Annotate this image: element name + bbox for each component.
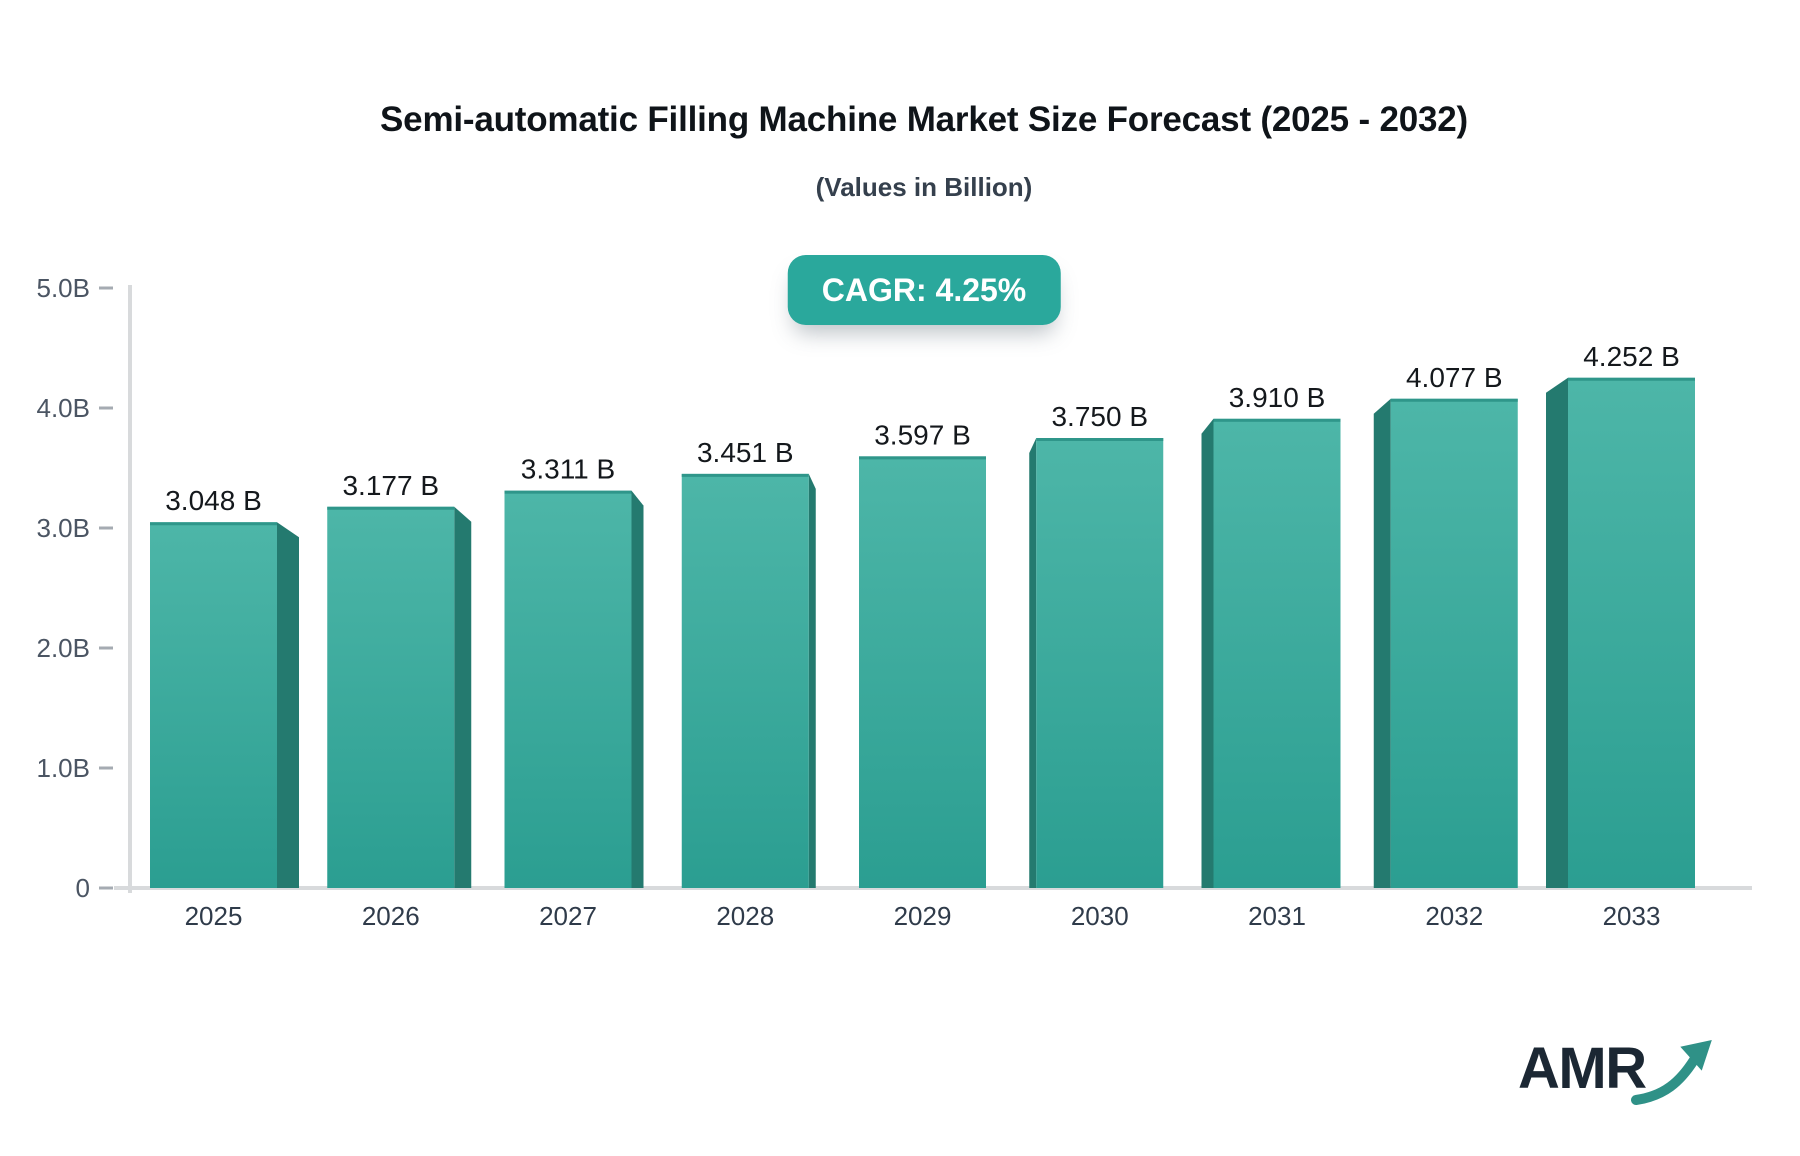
logo-arrow-swoosh-icon bbox=[1631, 1055, 1699, 1105]
chart-subtitle: (Values in Billion) bbox=[815, 172, 1033, 202]
bar-value-label: 4.077 B bbox=[1406, 362, 1503, 393]
bar-top-edge bbox=[1036, 438, 1164, 441]
y-tick-label: 4.0B bbox=[37, 393, 91, 423]
bar-top-edge bbox=[1213, 418, 1341, 422]
logo-arrow-head-icon bbox=[1680, 1039, 1712, 1071]
bar-side-3d bbox=[808, 473, 816, 888]
bar-top-edge bbox=[681, 473, 809, 477]
bar-top-edge bbox=[1390, 398, 1518, 402]
bar-value-label: 4.252 B bbox=[1583, 341, 1680, 372]
bar-side-3d bbox=[1029, 438, 1037, 888]
x-tick-label: 2029 bbox=[894, 901, 952, 931]
bar-2032 bbox=[1390, 398, 1518, 888]
bar-top-edge bbox=[327, 506, 455, 510]
x-tick-label: 2032 bbox=[1425, 901, 1483, 931]
bar-2027 bbox=[504, 490, 632, 888]
bar-2030 bbox=[1036, 438, 1164, 888]
bar-side-3d bbox=[1546, 377, 1568, 888]
y-tick-mark bbox=[99, 286, 113, 290]
y-tick-label: 5.0B bbox=[37, 273, 91, 303]
bar-value-label: 3.311 B bbox=[521, 454, 615, 485]
y-axis-line bbox=[128, 285, 132, 893]
x-tick-label: 2027 bbox=[539, 901, 597, 931]
bar-value-label: 3.451 B bbox=[697, 437, 794, 468]
x-tick-label: 2025 bbox=[185, 901, 243, 931]
y-tick-mark bbox=[99, 406, 113, 410]
bar-top-edge bbox=[150, 522, 277, 526]
bar-value-label: 3.597 B bbox=[874, 419, 971, 450]
bar-side-3d bbox=[454, 506, 472, 888]
y-tick-mark bbox=[99, 526, 113, 530]
x-tick-label: 2028 bbox=[716, 901, 774, 931]
x-tick-label: 2030 bbox=[1071, 901, 1129, 931]
bar-side-3d bbox=[277, 522, 299, 888]
bar-2026 bbox=[327, 506, 455, 888]
y-tick-label: 0 bbox=[76, 873, 90, 903]
page-title: Semi-automatic Filling Machine Market Si… bbox=[380, 100, 1468, 139]
bar-side-3d bbox=[1201, 418, 1214, 888]
bar-value-label: 3.750 B bbox=[1051, 401, 1148, 432]
x-tick-label: 2033 bbox=[1603, 901, 1661, 931]
bar-top-edge bbox=[859, 456, 986, 460]
y-tick-mark bbox=[99, 766, 113, 770]
bar-value-label: 3.910 B bbox=[1229, 382, 1326, 413]
amr-logo-text: AMR bbox=[1518, 1036, 1646, 1101]
y-tick-mark bbox=[99, 646, 113, 650]
y-tick-label: 2.0B bbox=[37, 633, 91, 663]
amr-logo: AMR bbox=[1518, 1036, 1712, 1105]
y-tick-mark bbox=[99, 886, 113, 890]
bar-2031 bbox=[1213, 418, 1341, 888]
bar-value-label: 3.048 B bbox=[165, 485, 262, 516]
x-tick-label: 2026 bbox=[362, 901, 420, 931]
bar-top-edge bbox=[1568, 377, 1695, 381]
bar-value-label: 3.177 B bbox=[342, 470, 439, 501]
x-tick-label: 2031 bbox=[1248, 901, 1306, 931]
y-tick-label: 3.0B bbox=[37, 513, 91, 543]
bar-2025 bbox=[150, 522, 277, 888]
bar-top-edge bbox=[504, 490, 632, 494]
bar-side-3d bbox=[1373, 398, 1391, 888]
bar-side-3d bbox=[631, 490, 644, 888]
cagr-badge: CAGR: 4.25% bbox=[787, 255, 1061, 325]
y-tick-label: 1.0B bbox=[37, 753, 91, 783]
bar-2028 bbox=[681, 473, 809, 888]
bar-2033 bbox=[1568, 377, 1695, 888]
bar-2029 bbox=[859, 456, 986, 888]
